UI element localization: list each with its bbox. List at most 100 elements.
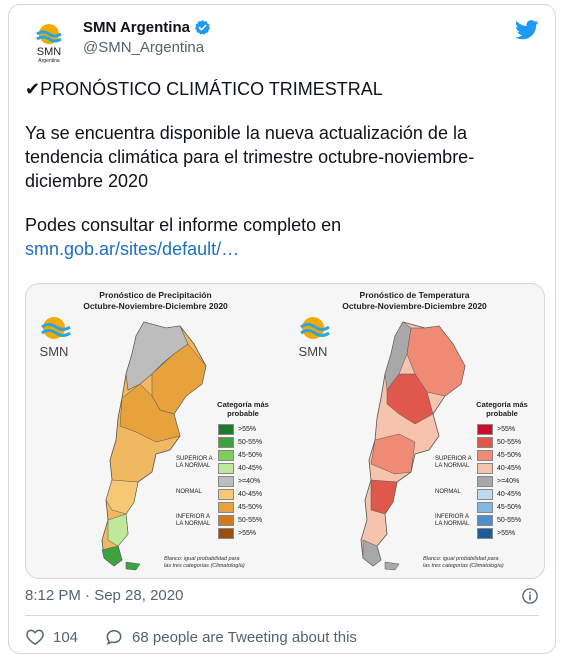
- temp-legend-swatch: [477, 424, 493, 435]
- precip-legend-label: 50-55%: [238, 439, 263, 446]
- temp-legend-swatch: [477, 515, 493, 526]
- temp-legend-item: >55%: [477, 528, 515, 539]
- temp-legend-label: >=40%: [497, 478, 520, 485]
- temp-legend-label: 45-50%: [497, 504, 522, 511]
- temp-footnote: Blanco: igual probabilidad para las tres…: [423, 556, 504, 569]
- account-handle[interactable]: @SMN_Argentina: [83, 39, 205, 56]
- temp-inferior-label: INFERIOR A LA NORMAL: [435, 514, 470, 527]
- svg-text:SMN: SMN: [40, 344, 69, 359]
- precip-legend-swatch: [218, 515, 234, 526]
- temp-legend-swatch: [477, 489, 493, 500]
- account-name[interactable]: SMN Argentina: [83, 19, 211, 36]
- temp-legend-item: 50-55%: [477, 437, 521, 448]
- precip-legend-label: 40-45%: [238, 491, 263, 498]
- temp-legend-label: 40-45%: [497, 491, 522, 498]
- account-name-label[interactable]: SMN Argentina: [83, 19, 190, 36]
- precipitation-title: Pronóstico de Precipitación Octubre-Novi…: [83, 290, 228, 311]
- info-icon[interactable]: [521, 587, 539, 605]
- temp-legend-label: >55%: [497, 426, 516, 433]
- temp-legend-swatch: [477, 437, 493, 448]
- precip-normal-label: NORMAL: [176, 489, 202, 495]
- smn-logo-right-icon: SMN: [299, 317, 330, 359]
- temp-superior-label: SUPERIOR A LA NORMAL: [435, 456, 472, 469]
- precip-legend-label: 45-50%: [238, 504, 263, 511]
- heart-icon: [26, 629, 44, 645]
- precip-legend-swatch: [218, 424, 234, 435]
- tweet-headline: ✔PRONÓSTICO CLIMÁTICO TRIMESTRAL: [25, 79, 383, 99]
- like-button[interactable]: 104: [25, 627, 78, 647]
- tweet-cta: Podes consultar el informe completo en: [25, 215, 342, 235]
- precip-legend-label: >55%: [238, 426, 257, 433]
- temp-legend-item: 45-50%: [477, 502, 521, 513]
- precip-legend-swatch: [218, 528, 234, 539]
- temp-normal-label: NORMAL: [435, 489, 461, 495]
- precip-legend-item: >55%: [218, 528, 256, 539]
- temp-legend-item: >=40%: [477, 476, 519, 487]
- temp-legend-swatch: [477, 502, 493, 513]
- precip-legend-swatch: [218, 502, 234, 513]
- tweeting-about-link[interactable]: 68 people are Tweeting about this: [104, 627, 357, 647]
- twitter-bird-icon[interactable]: [515, 19, 539, 41]
- precip-legend-item: 45-50%: [218, 450, 262, 461]
- precip-legend-label: >55%: [238, 530, 257, 537]
- temperature-panel: Pronóstico de Temperatura Octubre-Noviem…: [285, 284, 544, 578]
- temp-legend-item: 40-45%: [477, 463, 521, 474]
- temp-legend-swatch: [477, 476, 493, 487]
- tweet-image[interactable]: Pronóstico de Precipitación Octubre-Novi…: [25, 283, 545, 579]
- tweeting-count-label: 68 people are Tweeting about this: [132, 628, 357, 646]
- precip-legend-item: 45-50%: [218, 502, 262, 513]
- tweet-text: ✔PRONÓSTICO CLIMÁTICO TRIMESTRAL Ya se e…: [25, 77, 545, 261]
- tweet-body: Ya se encuentra disponible la nueva actu…: [25, 123, 475, 191]
- precip-legend-head: Categoría más probable: [217, 400, 269, 418]
- precip-legend-label: 50-55%: [238, 517, 263, 524]
- precip-legend-item: 50-55%: [218, 437, 262, 448]
- temp-legend-item: 50-55%: [477, 515, 521, 526]
- argentina-precip-map: [101, 321, 207, 571]
- temperature-title: Pronóstico de Temperatura Octubre-Noviem…: [342, 290, 487, 311]
- avatar[interactable]: SMN Argentina: [25, 17, 73, 65]
- report-link[interactable]: smn.gob.ar/sites/default/…: [25, 239, 240, 259]
- reply-bubble-icon: [106, 629, 122, 646]
- precip-legend-item: >55%: [218, 424, 256, 435]
- precip-legend-item: 50-55%: [218, 515, 262, 526]
- precip-superior-label: SUPERIOR A LA NORMAL: [176, 456, 213, 469]
- divider: [25, 615, 539, 616]
- precip-legend-swatch: [218, 450, 234, 461]
- precip-legend-item: >=40%: [218, 476, 260, 487]
- svg-text:Argentina: Argentina: [38, 58, 60, 64]
- svg-text:SMN: SMN: [299, 344, 328, 359]
- temp-legend-label: 50-55%: [497, 517, 522, 524]
- temp-legend-label: 50-55%: [497, 439, 522, 446]
- precip-footnote: Blanco: igual probabilidad para las tres…: [164, 556, 245, 569]
- precip-legend-swatch: [218, 463, 234, 474]
- temp-legend-item: >55%: [477, 424, 515, 435]
- precipitation-panel: Pronóstico de Precipitación Octubre-Novi…: [26, 284, 285, 578]
- smn-logo-icon: SMN Argentina: [36, 24, 62, 64]
- temp-legend-swatch: [477, 528, 493, 539]
- precip-legend-swatch: [218, 489, 234, 500]
- temp-legend-label: 45-50%: [497, 452, 522, 459]
- tweet-actions: 104 68 people are Tweeting about this: [25, 627, 383, 647]
- smn-logo-left-icon: SMN: [40, 317, 71, 359]
- temp-legend-swatch: [477, 463, 493, 474]
- precip-inferior-label: INFERIOR A LA NORMAL: [176, 514, 211, 527]
- verified-badge-icon: [194, 20, 211, 35]
- temp-legend-swatch: [477, 450, 493, 461]
- like-count: 104: [53, 628, 79, 646]
- tweet-timestamp[interactable]: 8:12 PM · Sep 28, 2020: [25, 587, 184, 604]
- tweet-card: SMN Argentina SMN Argentina @SMN_Argenti…: [8, 4, 556, 654]
- precip-legend-label: >=40%: [238, 478, 261, 485]
- svg-text:SMN: SMN: [37, 46, 62, 58]
- argentina-temp-map: [360, 321, 466, 571]
- temp-legend-label: 40-45%: [497, 465, 522, 472]
- precip-legend-label: 40-45%: [238, 465, 263, 472]
- precip-legend-swatch: [218, 437, 234, 448]
- precip-legend-label: 45-50%: [238, 452, 263, 459]
- precip-legend-item: 40-45%: [218, 463, 262, 474]
- temp-legend-item: 40-45%: [477, 489, 521, 500]
- precip-legend-item: 40-45%: [218, 489, 262, 500]
- temp-legend-head: Categoría más probable: [476, 400, 528, 418]
- precip-legend-swatch: [218, 476, 234, 487]
- temp-legend-label: >55%: [497, 530, 516, 537]
- temp-legend-item: 45-50%: [477, 450, 521, 461]
